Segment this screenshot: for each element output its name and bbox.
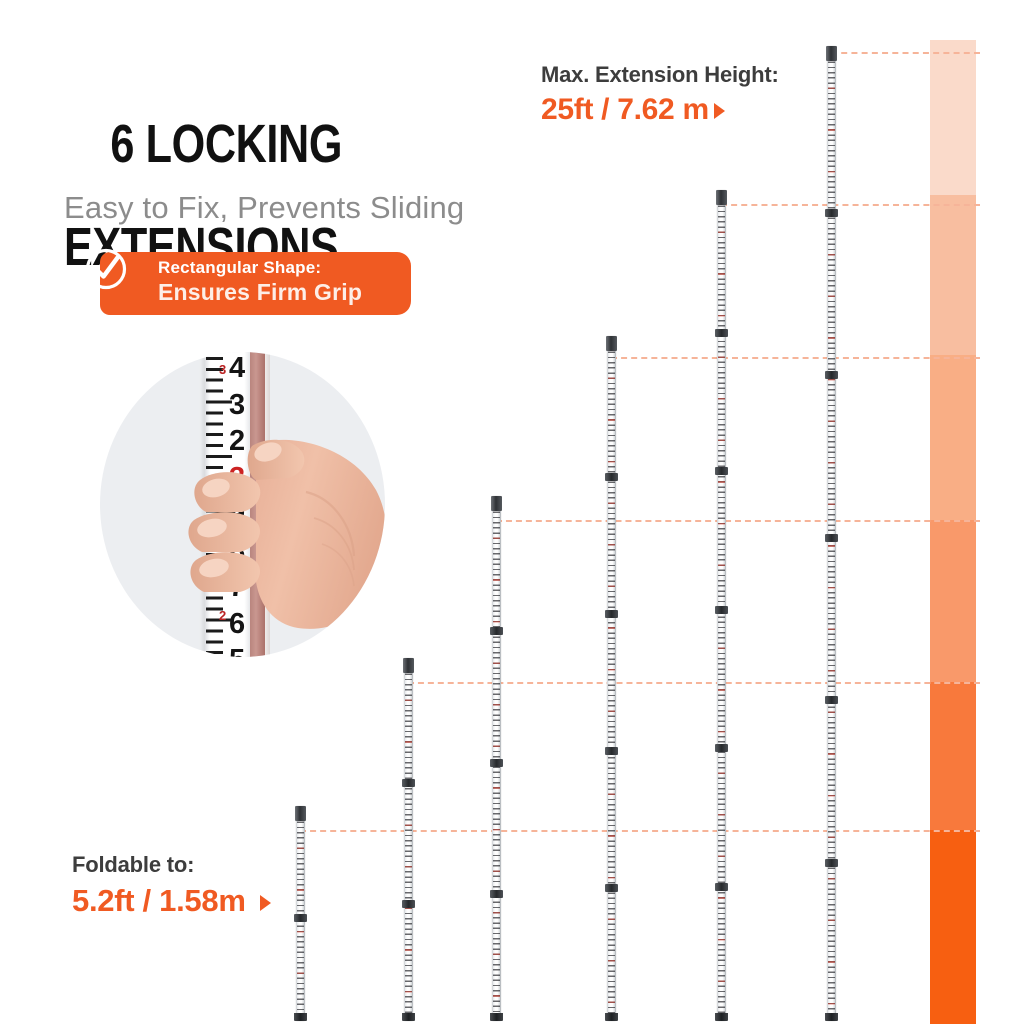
- locking-joint: [715, 606, 728, 614]
- pole-base-foot: [294, 1013, 307, 1021]
- locking-joint: [715, 329, 728, 337]
- pole-body: [607, 336, 616, 1021]
- foldable-label: Foldable to:: [72, 852, 195, 877]
- segment-3: [930, 520, 976, 682]
- level-line-4: [611, 357, 980, 359]
- locking-joint: [605, 473, 618, 481]
- max-extension-callout: Max. Extension Height: 25ft / 7.62 m: [541, 62, 779, 127]
- ruler-number: 5: [229, 646, 245, 658]
- level-line-6: [831, 52, 980, 54]
- pole-base-foot: [825, 1013, 838, 1021]
- ruler-number: 6: [229, 607, 246, 640]
- pole-top-cap: [606, 336, 617, 351]
- pole-body: [492, 496, 501, 1021]
- pole-body: [296, 806, 305, 1021]
- feature-badge-text: Rectangular Shape: Ensures Firm Grip: [100, 252, 411, 305]
- pole-base-foot: [402, 1013, 415, 1021]
- locking-joint: [825, 859, 838, 867]
- pole-foot-markers: [718, 190, 725, 1021]
- segment-2: [930, 682, 976, 830]
- max-extension-value-row: 25ft / 7.62 m: [541, 93, 779, 127]
- hand-illustration: [188, 439, 385, 629]
- locking-joint: [825, 534, 838, 542]
- triangle-right-icon: [259, 894, 271, 911]
- pole-foot-markers: [493, 496, 500, 1021]
- locking-joint: [715, 467, 728, 475]
- check-circle-icon: [85, 248, 127, 290]
- pole-body: [404, 658, 413, 1021]
- level-line-1: [300, 830, 980, 832]
- locking-joint: [605, 884, 618, 892]
- magnified-grip-photo: 43239876532: [100, 352, 385, 657]
- pole-1: [294, 806, 307, 1021]
- pole-base-foot: [605, 1013, 618, 1021]
- ruler-superscript: 2: [219, 608, 227, 623]
- triangle-right-icon: [713, 103, 725, 120]
- feature-badge-line-2: Ensures Firm Grip: [158, 278, 363, 305]
- locking-joint: [605, 747, 618, 755]
- pole-top-cap: [491, 496, 502, 511]
- locking-joint: [294, 914, 307, 922]
- locking-joint: [402, 900, 415, 908]
- ruler-number: 4: [229, 352, 246, 384]
- foldable-callout: Foldable to: 5.2ft / 1.58m: [72, 852, 271, 919]
- pole-4: [605, 336, 618, 1021]
- locking-joint: [825, 696, 838, 704]
- level-line-2: [408, 682, 980, 684]
- locking-joint: [490, 890, 503, 898]
- pole-foot-markers: [297, 806, 304, 1021]
- pole-foot-markers: [405, 658, 412, 1021]
- pole-top-cap: [295, 806, 306, 821]
- feature-badge-line-1: Rectangular Shape:: [158, 258, 322, 277]
- pole-2: [402, 658, 415, 1021]
- locking-joint: [490, 627, 503, 635]
- locking-joint: [605, 610, 618, 618]
- pole-body: [717, 190, 726, 1021]
- foldable-value: 5.2ft / 1.58m: [72, 883, 246, 918]
- locking-joint: [825, 371, 838, 379]
- locking-joint: [715, 744, 728, 752]
- segment-4: [930, 355, 976, 520]
- level-line-3: [496, 520, 980, 522]
- level-line-5: [721, 204, 980, 206]
- segment-1: [930, 830, 976, 1024]
- pole-base-foot: [490, 1013, 503, 1021]
- locking-joint: [402, 779, 415, 787]
- pole-top-cap: [826, 46, 837, 61]
- max-extension-value: 25ft / 7.62 m: [541, 93, 709, 126]
- pole-top-cap: [716, 190, 727, 205]
- pole-top-cap: [403, 658, 414, 673]
- pole-body: [827, 46, 836, 1021]
- locking-joint: [490, 759, 503, 767]
- pole-6: [825, 46, 838, 1021]
- subheadline: Easy to Fix, Prevents Sliding: [64, 190, 465, 225]
- pole-foot-markers: [828, 46, 835, 1021]
- pole-5: [715, 190, 728, 1021]
- ruler-number: 3: [229, 388, 246, 421]
- locking-joint: [715, 883, 728, 891]
- locking-joint: [825, 209, 838, 217]
- feature-badge: Rectangular Shape: Ensures Firm Grip: [100, 252, 411, 315]
- segment-6: [930, 40, 976, 195]
- ruler-superscript: 3: [219, 362, 227, 377]
- headline-line-1: 6 LOCKING: [110, 114, 343, 175]
- pole-foot-markers: [608, 336, 615, 1021]
- pole-3: [490, 496, 503, 1021]
- ruler-number: 2: [229, 425, 246, 457]
- pole-base-foot: [715, 1013, 728, 1021]
- segment-5: [930, 195, 976, 355]
- foldable-value-row: 5.2ft / 1.58m: [72, 883, 271, 919]
- max-extension-label: Max. Extension Height:: [541, 62, 779, 87]
